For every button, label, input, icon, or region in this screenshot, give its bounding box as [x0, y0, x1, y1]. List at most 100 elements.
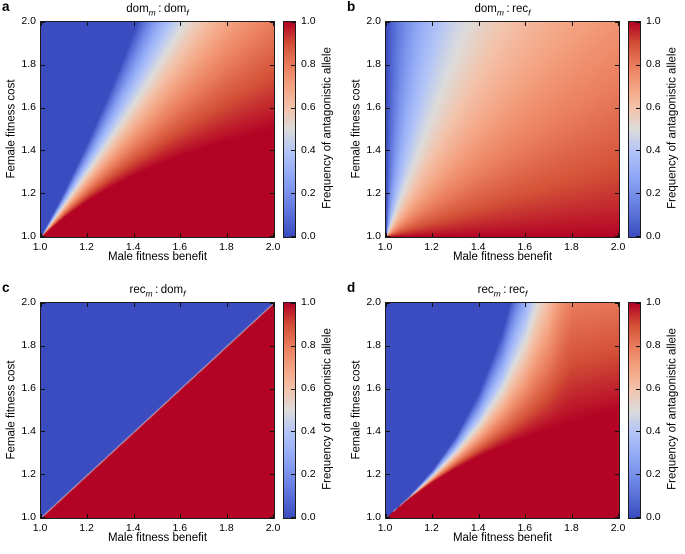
y-tick-mark	[615, 65, 619, 66]
colorbar-tick-mark	[291, 389, 295, 390]
colorbar-canvas	[629, 22, 640, 237]
y-tick-label: 1.4	[21, 144, 36, 156]
heatmap-plot	[385, 302, 620, 519]
colorbar-tick-mark	[291, 150, 295, 151]
y-tick-mark	[386, 517, 390, 518]
y-tick-mark	[41, 346, 45, 347]
colorbar-tick-mark	[291, 193, 295, 194]
colorbar-tick-mark	[291, 517, 295, 518]
x-tick-mark	[525, 233, 526, 237]
title-separator: :	[155, 284, 159, 296]
title-text: rec	[477, 284, 494, 296]
x-tick-mark	[273, 303, 274, 307]
x-tick-label: 1.8	[564, 241, 579, 253]
y-tick-label: 2.0	[366, 15, 381, 27]
colorbar-tick-mark	[636, 303, 640, 304]
x-tick-mark	[618, 233, 619, 237]
colorbar-label: Frequency of antagonistic allele	[321, 47, 334, 209]
y-tick-label: 1.4	[21, 425, 36, 437]
x-tick-label: 1.2	[79, 522, 94, 534]
colorbar-tick-mark	[636, 389, 640, 390]
x-tick-mark	[525, 22, 526, 26]
panel-letter-d: d	[347, 280, 356, 295]
colorbar-tick-mark	[636, 346, 640, 347]
y-tick-mark	[41, 65, 45, 66]
x-tick-mark	[432, 514, 433, 518]
y-tick-mark	[41, 431, 45, 432]
x-tick-mark	[479, 22, 480, 26]
panel-letter-a: a	[2, 0, 10, 14]
y-tick-mark	[270, 346, 274, 347]
x-tick-mark	[180, 22, 181, 26]
x-tick-mark	[618, 303, 619, 307]
y-tick-mark	[386, 431, 390, 432]
heatmap-plot	[385, 21, 620, 238]
x-tick-mark	[227, 22, 228, 26]
x-axis-label: Male fitness benefit	[452, 532, 553, 544]
x-tick-mark	[180, 514, 181, 518]
colorbar-label: Frequency of antagonistic allele	[666, 47, 679, 209]
y-tick-mark	[270, 65, 274, 66]
y-tick-mark	[386, 108, 390, 109]
colorbar-tick-mark	[291, 22, 295, 23]
y-tick-mark	[386, 150, 390, 151]
y-tick-label: 1.6	[366, 101, 381, 113]
x-axis-label: Male fitness benefit	[452, 251, 553, 263]
x-tick-mark	[227, 514, 228, 518]
colorbar	[283, 302, 296, 519]
x-tick-label: 1.6	[517, 241, 533, 253]
x-tick-label: 1.6	[517, 522, 533, 534]
colorbar-tick-mark	[636, 193, 640, 194]
colorbar-tick-mark	[291, 431, 295, 432]
colorbar-tick-label: 0.0	[301, 230, 316, 242]
colorbar-tick-label: 0.2	[646, 187, 661, 199]
x-tick-mark	[572, 303, 573, 307]
y-tick-mark	[41, 474, 45, 475]
plot-title-b: domm: recf	[385, 3, 620, 17]
x-tick-label: 2.0	[610, 241, 626, 253]
y-tick-mark	[615, 431, 619, 432]
colorbar-tick-mark	[291, 346, 295, 347]
title-subscript: f	[524, 288, 528, 299]
y-tick-label: 2.0	[21, 15, 36, 27]
colorbar-tick-mark	[291, 303, 295, 304]
y-tick-label: 1.6	[366, 382, 381, 394]
y-tick-label: 1.4	[366, 425, 381, 437]
y-tick-mark	[41, 389, 45, 390]
title-separator: :	[158, 3, 162, 15]
y-tick-mark	[615, 303, 619, 304]
colorbar-tick-label: 0.6	[301, 382, 316, 394]
colorbar-tick-label: 0.8	[301, 339, 316, 351]
x-tick-mark	[273, 514, 274, 518]
x-tick-label: 1.4	[125, 241, 141, 253]
y-tick-mark	[41, 303, 45, 304]
x-tick-mark	[134, 303, 135, 307]
colorbar-tick-mark	[636, 65, 640, 66]
x-tick-mark	[618, 514, 619, 518]
y-tick-mark	[270, 303, 274, 304]
x-tick-mark	[386, 303, 387, 307]
colorbar-tick-mark	[636, 22, 640, 23]
colorbar-tick-label: 0.6	[646, 382, 661, 394]
y-tick-mark	[386, 65, 390, 66]
x-tick-label: 1.8	[219, 241, 234, 253]
y-tick-mark	[270, 150, 274, 151]
x-axis-label: Male fitness benefit	[107, 251, 208, 263]
y-tick-label: 1.8	[21, 58, 36, 70]
colorbar-tick-label: 0.0	[646, 230, 661, 242]
y-tick-mark	[41, 517, 45, 518]
colorbar-tick-label: 0.8	[646, 58, 661, 70]
y-tick-mark	[615, 150, 619, 151]
plot-title-d: recm: recf	[385, 284, 620, 298]
x-tick-mark	[41, 22, 42, 26]
y-axis-label: Female fitness cost	[5, 360, 18, 460]
x-tick-label: 1.8	[219, 522, 234, 534]
colorbar-tick-label: 1.0	[646, 296, 661, 308]
x-tick-mark	[432, 233, 433, 237]
title-text: dom	[163, 3, 187, 15]
colorbar-tick-mark	[636, 108, 640, 109]
title-text: dom	[160, 284, 184, 296]
y-tick-label: 1.2	[366, 468, 381, 480]
x-tick-mark	[134, 514, 135, 518]
